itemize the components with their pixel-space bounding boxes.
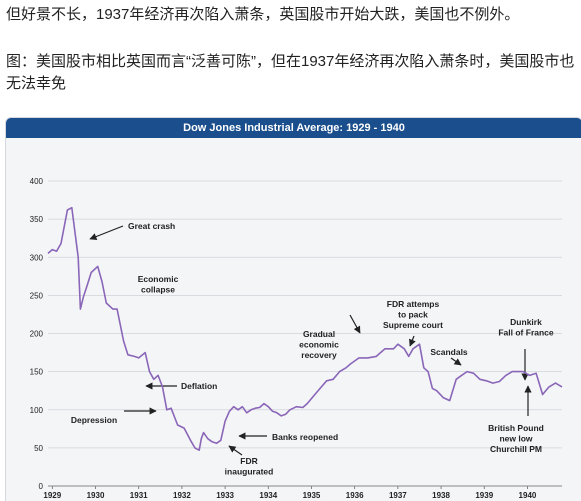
annotation-arrow	[349, 314, 361, 334]
annotation-label: Gradual economic recovery	[299, 329, 339, 360]
y-tick-label: 250	[30, 291, 44, 300]
y-tick-label: 100	[30, 406, 44, 415]
y-tick-label: 400	[30, 177, 44, 186]
annotation-label: FDR attemps to pack Supreme court	[383, 299, 443, 330]
annotation-label: Deflation	[181, 381, 217, 391]
x-tick-label: 1932	[173, 491, 191, 500]
x-tick-label: 1934	[259, 491, 277, 500]
annotation-label: Economic collapse	[138, 274, 179, 295]
annotation-label: Dunkirk Fall of France	[498, 317, 554, 338]
x-tick-label: 1936	[346, 491, 364, 500]
annotation-label: Depression	[71, 415, 117, 425]
x-tick-label: 1931	[130, 491, 148, 500]
annotation-arrow	[409, 335, 416, 347]
y-tick-label: 200	[30, 330, 44, 339]
y-tick-label: 150	[30, 368, 44, 377]
y-tick-label: 350	[30, 215, 44, 224]
x-tick-label: 1939	[475, 491, 493, 500]
annotation-arrow	[228, 445, 243, 456]
annotation-arrow	[89, 225, 124, 240]
annotation-label: Scandals	[430, 347, 468, 357]
chart-card: Dow Jones Industrial Average: 1929 - 194…	[5, 117, 581, 501]
y-tick-label: 300	[30, 253, 44, 262]
annotation-label: FDR inaugurated	[225, 456, 274, 477]
y-tick-label: 50	[34, 444, 43, 453]
y-tick-label: 0	[39, 482, 44, 491]
annotation-label: British Pound new low Churchill PM	[488, 423, 544, 454]
annotation-label: Great crash	[128, 221, 175, 231]
x-tick-label: 1935	[303, 491, 321, 500]
article-paragraph-2: 图：美国股市相比英国而言“泛善可陈”，但在1937年经济再次陷入萧条时，美国股市…	[6, 53, 575, 92]
annotation-label: Banks reopened	[272, 432, 338, 442]
dow-series-line	[47, 206, 563, 452]
x-tick-label: 1929	[43, 491, 61, 500]
x-tick-label: 1930	[87, 491, 105, 500]
dow-jones-chart: 0 50 100 150 200 250 300 350 400 1929 1930 1931 1932…	[30, 177, 563, 500]
x-tick-label: 1933	[216, 491, 234, 500]
x-tick-label: 1940	[519, 491, 537, 500]
x-tick-label: 1937	[389, 491, 407, 500]
article-paragraph-1: 但好景不长，1937年经济再次陷入萧条，英国股市开始大跌，美国也不例外。	[6, 6, 520, 23]
x-tick-label: 1938	[432, 491, 450, 500]
annotation-arrow	[450, 357, 462, 366]
chart-title: Dow Jones Industrial Average: 1929 - 194…	[6, 118, 581, 138]
